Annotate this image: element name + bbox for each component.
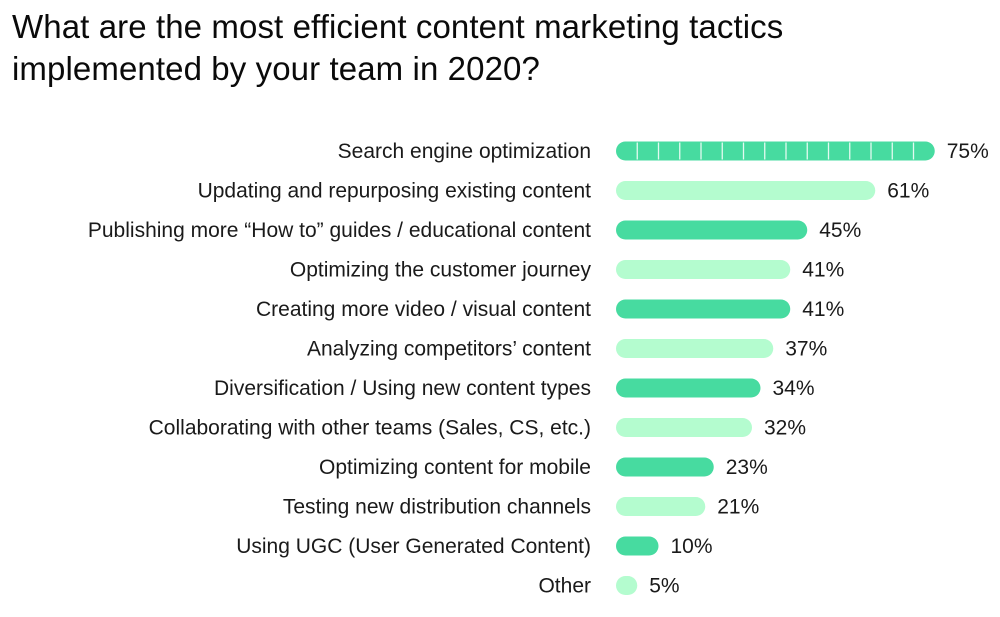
value-label: 45% — [819, 219, 861, 242]
bar — [616, 536, 659, 556]
category-label: Other — [538, 575, 591, 598]
category-label: Updating and repurposing existing conten… — [198, 180, 592, 203]
value-label: 34% — [773, 377, 815, 400]
value-label: 41% — [802, 259, 844, 282]
category-label: Analyzing competitors’ content — [307, 338, 591, 361]
category-label: Using UGC (User Generated Content) — [236, 535, 591, 558]
bar — [616, 497, 706, 516]
category-label: Diversification / Using new content type… — [214, 377, 591, 400]
bar — [616, 418, 752, 437]
value-label: 75% — [947, 140, 989, 163]
value-label: 32% — [764, 417, 806, 440]
bar — [616, 576, 638, 595]
category-label: Search engine optimization — [338, 140, 591, 163]
value-label: 21% — [717, 496, 759, 519]
bar — [616, 141, 935, 161]
category-label: Optimizing content for mobile — [319, 456, 591, 479]
category-label: Optimizing the customer journey — [290, 259, 592, 282]
bar — [616, 299, 791, 319]
chart-title: What are the most efficient content mark… — [12, 8, 784, 87]
bar — [616, 181, 876, 200]
bar — [616, 339, 774, 358]
category-label: Publishing more “How to” guides / educat… — [88, 219, 591, 242]
category-label: Testing new distribution channels — [283, 496, 591, 519]
value-label: 61% — [887, 180, 929, 203]
bar — [616, 378, 761, 398]
category-label: Creating more video / visual content — [256, 298, 591, 321]
bar — [616, 260, 791, 279]
value-label: 37% — [785, 338, 827, 361]
category-label: Collaborating with other teams (Sales, C… — [149, 417, 591, 440]
value-label: 41% — [802, 298, 844, 321]
bar — [616, 457, 714, 477]
value-label: 23% — [726, 456, 768, 479]
bar — [616, 220, 808, 240]
value-label: 10% — [671, 535, 713, 558]
value-label: 5% — [649, 575, 679, 598]
